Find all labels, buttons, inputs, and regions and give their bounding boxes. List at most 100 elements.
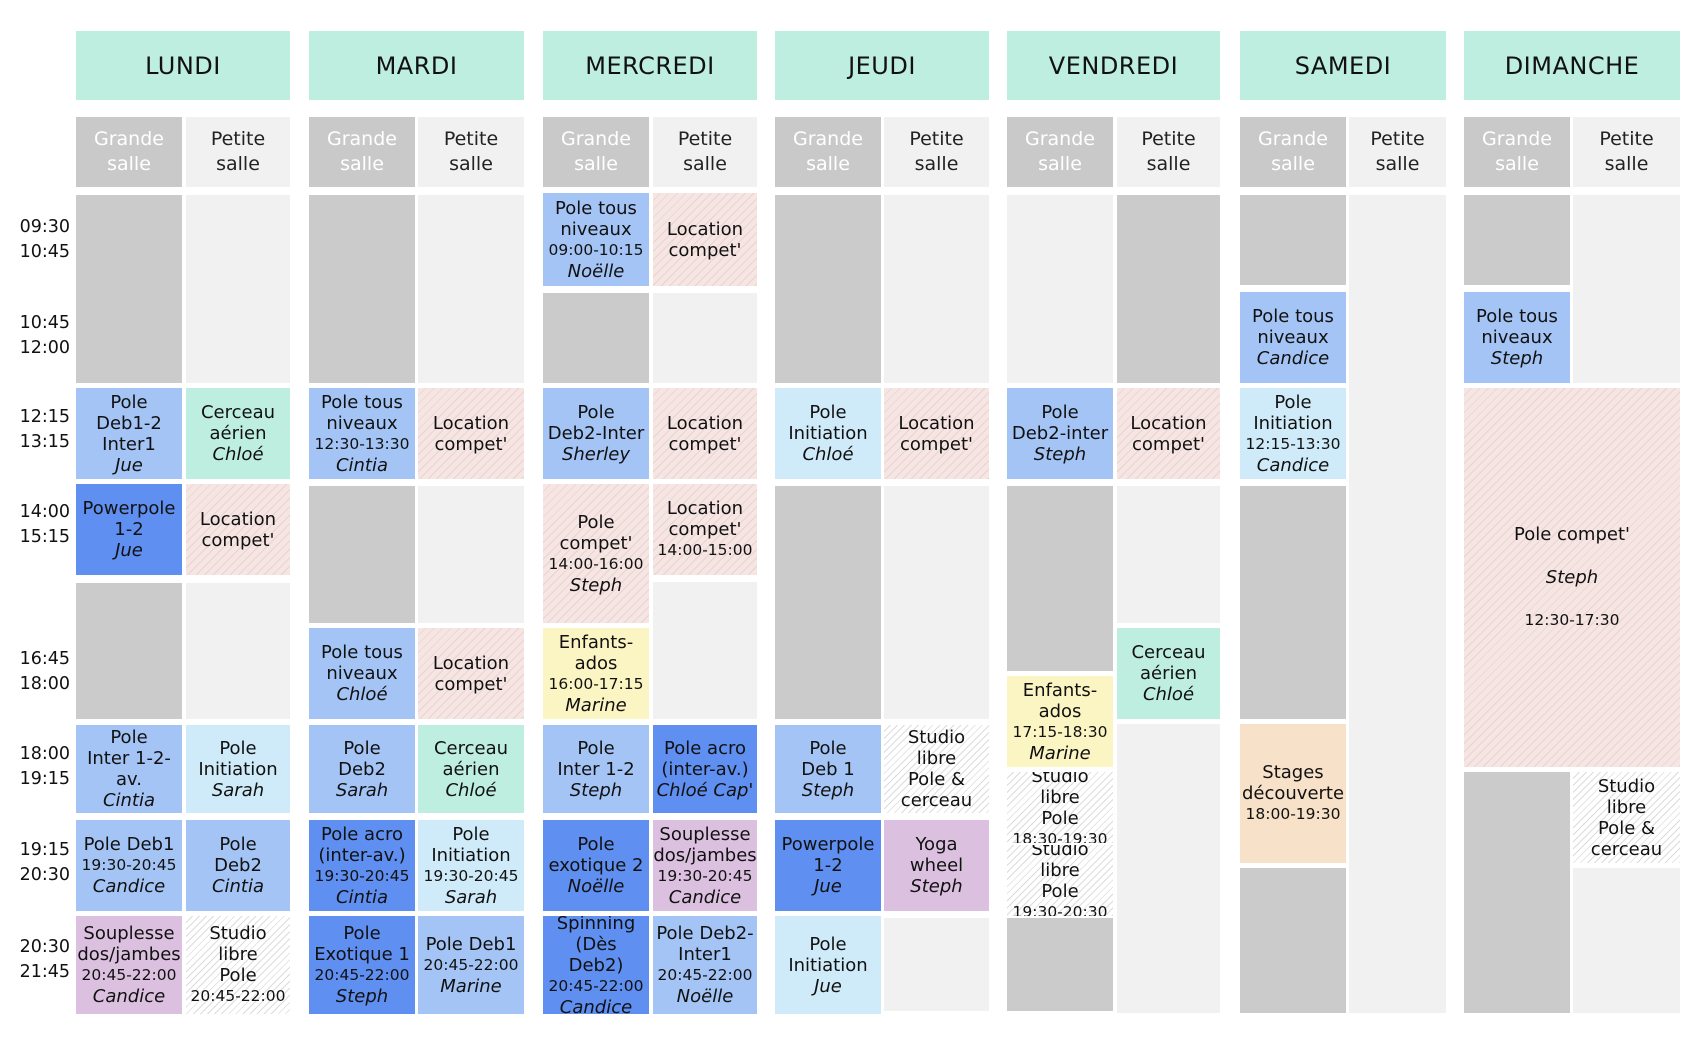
class-slot[interactable]: Pole acro (inter-av.) Chloé Cap' — [653, 725, 757, 813]
class-instructor: Candice — [1256, 454, 1330, 476]
class-slot[interactable]: Pole Deb1 19:30-20:45 Candice — [76, 820, 182, 911]
reserved-slot — [76, 195, 182, 383]
class-time: 12:30-17:30 — [1524, 611, 1620, 629]
class-slot[interactable]: Pole exotique 2 Noëlle — [543, 820, 649, 911]
class-slot[interactable]: Pole Deb1-2 Inter1 Jue — [76, 388, 182, 479]
class-slot[interactable]: Pole Deb2 Cintia — [186, 820, 290, 911]
class-slot[interactable]: Location compet' — [653, 388, 757, 479]
time-label: 20:30 21:45 — [19, 937, 70, 982]
class-slot[interactable]: Souplesse dos/jambes 20:45-22:00 Candice — [76, 916, 182, 1014]
class-title: Yoga wheel — [909, 834, 964, 876]
day-header: MERCREDI — [543, 31, 757, 100]
class-time: 18:30-19:30 — [1012, 829, 1108, 844]
class-slot[interactable]: Pole compet' Steph 12:30-17:30 — [1464, 388, 1680, 767]
room-header-petite: Petite salle — [1349, 117, 1446, 187]
class-slot[interactable]: Pole acro (inter-av.) 19:30-20:45 Cintia — [309, 820, 415, 911]
class-title: Pole tous niveaux — [1476, 306, 1558, 348]
class-instructor: Marine — [440, 975, 502, 997]
class-time: 20:45-22:00 — [314, 966, 410, 984]
class-slot[interactable]: Pole Inter 1-2-av. Cintia — [76, 725, 182, 813]
class-slot[interactable]: Powerpole 1-2 Jue — [775, 820, 881, 911]
class-title: Pole Initiation — [198, 737, 278, 780]
class-slot[interactable]: Location compet' 14:00-15:00 — [653, 484, 757, 575]
class-slot[interactable]: Stages découverte 18:00-19:30 — [1240, 724, 1346, 863]
class-instructor: Chloé Cap' — [656, 779, 754, 801]
class-slot[interactable]: Enfants- ados 17:15-18:30 Marine — [1007, 676, 1113, 767]
class-slot[interactable]: Studio libre Pole 19:30-20:30 — [1007, 845, 1113, 916]
class-time: 14:00-16:00 — [548, 554, 644, 573]
class-slot[interactable]: Yoga wheel Steph — [884, 820, 989, 911]
empty-slot — [884, 486, 989, 719]
class-slot[interactable]: Cerceau aérien Chloé — [418, 725, 524, 813]
class-slot[interactable]: Enfants- ados 16:00-17:15 Marine — [543, 628, 649, 719]
class-slot[interactable]: Pole tous niveaux 12:30-13:30 Cintia — [309, 388, 415, 479]
class-slot[interactable]: Location compet' — [884, 388, 989, 479]
class-slot[interactable]: Pole Inter 1-2 Steph — [543, 725, 649, 813]
reserved-slot — [1464, 195, 1570, 285]
class-time: 12:15-13:30 — [1245, 434, 1341, 453]
class-title: Location compet' — [898, 412, 975, 455]
class-slot[interactable]: Pole Initiation 12:15-13:30 Candice — [1240, 388, 1346, 479]
empty-slot — [1573, 868, 1680, 1013]
class-slot[interactable]: Location compet' — [418, 628, 524, 719]
class-slot[interactable]: Location compet' — [418, 388, 524, 479]
class-slot[interactable]: Pole tous niveaux Steph — [1464, 292, 1570, 383]
empty-slot — [1117, 486, 1220, 623]
class-title: Pole Inter 1-2-av. — [87, 727, 171, 790]
class-slot[interactable]: Spinning (Dès Deb2) 20:45-22:00 Candice — [543, 916, 649, 1014]
class-slot[interactable]: Pole Exotique 1 20:45-22:00 Steph — [309, 916, 415, 1014]
class-slot[interactable]: Studio libre Pole 20:45-22:00 — [186, 916, 290, 1014]
empty-slot — [1117, 724, 1220, 1013]
room-header-grande: Grande salle — [1007, 117, 1113, 187]
class-instructor: Sarah — [444, 886, 498, 908]
class-slot[interactable]: Studio libre Pole & cerceau — [884, 725, 989, 813]
class-slot[interactable]: Pole tous niveaux Chloé — [309, 628, 415, 719]
class-slot[interactable]: Pole Deb2 Sarah — [309, 725, 415, 813]
class-slot[interactable]: Powerpole 1-2 Jue — [76, 484, 182, 575]
class-instructor: Cintia — [211, 876, 265, 897]
class-title: Cerceau aérien — [200, 402, 276, 444]
day-header: MARDI — [309, 31, 524, 100]
class-slot[interactable]: Pole Initiation Sarah — [186, 725, 290, 813]
class-slot[interactable]: Pole compet' 14:00-16:00 Steph — [543, 484, 649, 623]
class-slot[interactable]: Cerceau aérien Chloé — [186, 388, 290, 479]
class-instructor: Noëlle — [676, 986, 734, 1007]
class-slot[interactable]: Pole Deb2- Inter1 20:45-22:00 Noëlle — [653, 916, 757, 1014]
class-title: Studio libre Pole — [1031, 772, 1089, 829]
class-slot[interactable]: Pole Deb2-inter Steph — [1007, 388, 1113, 479]
class-slot[interactable]: Location compet' — [1117, 388, 1220, 479]
class-slot[interactable]: Pole Initiation Chloé — [775, 388, 881, 479]
reserved-slot — [775, 195, 881, 383]
class-slot[interactable]: Pole Initiation Jue — [775, 916, 881, 1014]
class-instructor: Chloé — [445, 779, 497, 801]
class-slot[interactable]: Location compet' — [653, 193, 757, 286]
class-instructor: Steph — [910, 876, 963, 897]
room-header-grande: Grande salle — [1240, 117, 1346, 187]
class-slot[interactable]: Pole Deb1 20:45-22:00 Marine — [418, 916, 524, 1014]
class-title: Pole Initiation — [1253, 391, 1333, 434]
class-title: Cerceau aérien — [433, 737, 509, 780]
class-slot[interactable]: Pole Initiation 19:30-20:45 Sarah — [418, 820, 524, 911]
reserved-slot — [1117, 195, 1220, 383]
class-slot[interactable]: Studio libre Pole 18:30-19:30 — [1007, 772, 1113, 843]
empty-slot — [418, 486, 524, 623]
class-slot[interactable]: Studio libre Pole & cerceau — [1573, 772, 1680, 863]
class-title: Pole Inter 1-2 — [557, 737, 635, 780]
class-slot[interactable]: Cerceau aérien Chloé — [1117, 628, 1220, 719]
class-title: Pole exotique 2 — [548, 834, 644, 876]
class-slot[interactable]: Pole tous niveaux 09:00-10:15 Noëlle — [543, 193, 649, 286]
class-slot[interactable]: Pole Deb 1 Steph — [775, 725, 881, 813]
class-time: 09:00-10:15 — [548, 240, 644, 259]
room-header-petite: Petite salle — [418, 117, 524, 187]
class-title: Pole tous niveaux — [321, 642, 403, 684]
class-slot[interactable]: Location compet' — [186, 484, 290, 575]
class-title: Pole Deb2-Inter — [547, 402, 645, 444]
class-instructor: Noëlle — [567, 260, 625, 282]
class-slot[interactable]: Pole tous niveaux Candice — [1240, 292, 1346, 383]
class-time: 18:00-19:30 — [1245, 805, 1341, 823]
class-slot[interactable]: Souplesse dos/jambes 19:30-20:45 Candice — [653, 820, 757, 911]
empty-slot — [1007, 195, 1113, 383]
class-title: Enfants- ados — [558, 631, 634, 674]
class-slot[interactable]: Pole Deb2-Inter Sherley — [543, 388, 649, 479]
